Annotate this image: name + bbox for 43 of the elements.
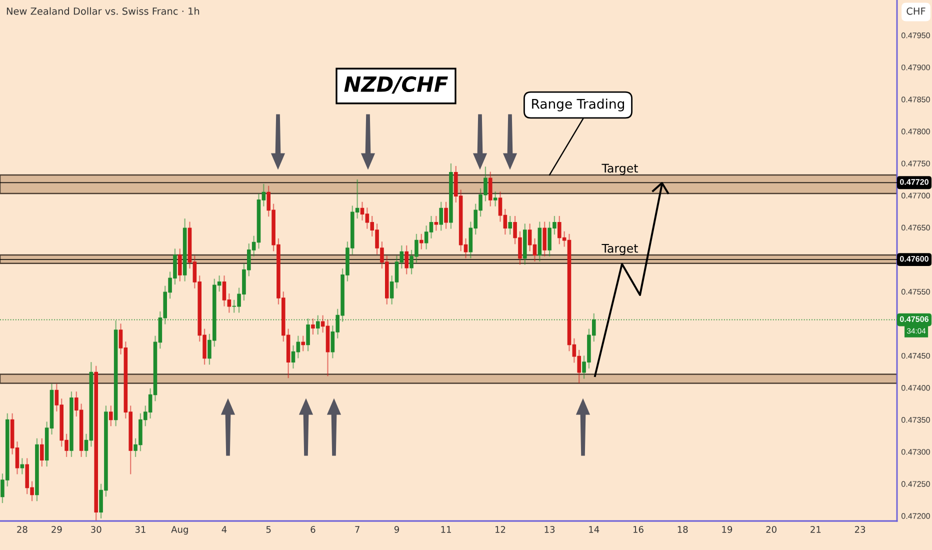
x-tick-label: 28 <box>17 526 28 533</box>
x-tick-label: 29 <box>52 526 62 533</box>
x-tick-label: 20 <box>766 526 776 533</box>
y-tick-label: 0.47300 <box>901 449 930 455</box>
band-label: Target <box>602 164 638 175</box>
ref-line-label: 0.47720 <box>900 179 928 185</box>
x-tick-label: 14 <box>589 526 600 533</box>
x-tick-label: 19 <box>722 526 732 533</box>
y-tick-label: 0.47200 <box>901 513 930 519</box>
y-tick-label: 0.47250 <box>901 481 930 487</box>
y-tick-label: 0.47650 <box>901 224 930 230</box>
x-tick-label: 7 <box>355 526 360 533</box>
annotation: NZD/CHF <box>344 76 448 94</box>
x-tick-label: 21 <box>810 526 821 533</box>
x-tick-label: 9 <box>394 526 399 533</box>
y-tick-label: 0.47550 <box>901 288 930 295</box>
x-tick-label: Aug <box>171 526 188 535</box>
x-tick-label: 18 <box>678 526 688 533</box>
y-tick-label: 0.47400 <box>901 385 930 391</box>
x-tick-label: 30 <box>91 526 102 533</box>
y-axis-title: CHF <box>906 7 926 15</box>
x-tick-label: 13 <box>544 526 555 533</box>
ref-line-label: 0.47600 <box>900 256 928 262</box>
x-tick-label: 23 <box>854 526 866 533</box>
y-tick-label: 0.47850 <box>901 96 930 102</box>
x-tick-label: 16 <box>634 526 644 533</box>
x-tick-label: 31 <box>135 526 146 533</box>
x-tick-label: 4 <box>222 526 227 533</box>
annotation: Range Trading <box>532 98 624 112</box>
ref-line-label: 0.47506 <box>900 316 929 322</box>
y-tick-label: 0.47950 <box>901 32 930 38</box>
y-tick-label: 0.47700 <box>901 192 930 198</box>
y-tick-label: 0.47800 <box>901 128 930 134</box>
x-tick-label: 12 <box>496 526 506 533</box>
x-tick-label: 6 <box>310 526 316 533</box>
y-tick-label: 0.47350 <box>901 417 930 423</box>
x-tick-label: 11 <box>441 526 451 533</box>
text: New Zealand Dollar vs. Swiss Franc · 1h <box>6 7 200 15</box>
y-tick-label: 0.47750 <box>901 160 930 166</box>
y-tick-label: 0.47450 <box>901 352 930 359</box>
y-tick-label: 0.47900 <box>901 64 930 70</box>
x-tick-label: 5 <box>266 526 271 533</box>
band-label: Target <box>602 244 638 256</box>
